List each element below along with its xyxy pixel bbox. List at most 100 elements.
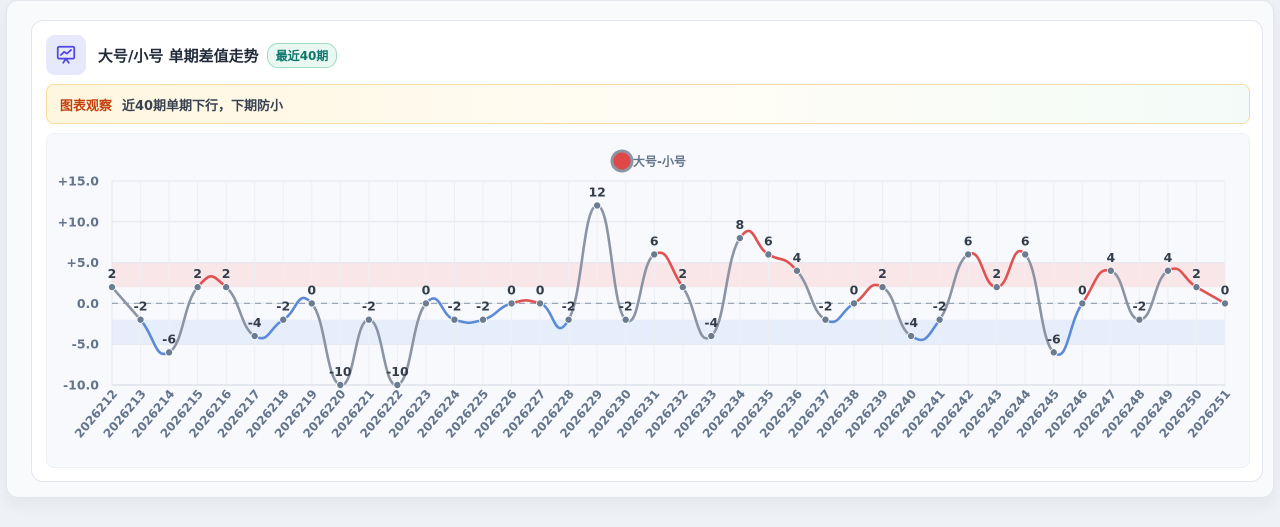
- data-label: 0: [850, 282, 859, 297]
- data-point: [564, 315, 573, 324]
- data-label: -2: [476, 299, 490, 314]
- data-label: 6: [1021, 233, 1030, 248]
- data-label: 0: [307, 282, 316, 297]
- data-label: -6: [162, 331, 176, 346]
- data-label: 2: [222, 266, 231, 281]
- series-line-segment: [795, 269, 827, 322]
- series-line-segment: [881, 285, 913, 338]
- data-point: [650, 250, 659, 259]
- y-tick-label: +15.0: [58, 174, 100, 189]
- data-label: 4: [1106, 250, 1115, 265]
- series-line-segment: [567, 204, 599, 322]
- observation-text: 近40期单期下行，下期防小: [122, 98, 284, 114]
- data-point: [735, 234, 744, 243]
- data-point: [136, 315, 145, 324]
- series-line-segment: [1052, 302, 1084, 356]
- data-point: [821, 315, 830, 324]
- chart-area: +15.0 +10.0 +5.0 0.0 -5.0 -10.0 2026212 2026213…: [46, 133, 1250, 468]
- data-point: [792, 266, 801, 275]
- card-header: 大号/小号 单期差值走势 最近40期: [46, 35, 338, 75]
- data-point: [193, 283, 202, 292]
- legend-marker: [610, 149, 634, 173]
- data-label: -2: [562, 299, 576, 314]
- data-label: 2: [1192, 266, 1201, 281]
- data-point: [421, 299, 430, 308]
- data-point: [707, 332, 716, 341]
- data-label: 6: [964, 233, 973, 248]
- data-label: -6: [1047, 331, 1061, 346]
- data-label: 0: [1221, 282, 1230, 297]
- data-label: -4: [704, 315, 718, 330]
- data-point: [279, 315, 288, 324]
- data-label: 12: [588, 184, 605, 199]
- data-label: 4: [1164, 250, 1173, 265]
- data-point: [336, 380, 345, 389]
- data-label: -2: [933, 299, 947, 314]
- data-point: [507, 299, 516, 308]
- data-point: [165, 348, 174, 357]
- y-tick-label: -10.0: [63, 378, 99, 393]
- data-point: [478, 315, 487, 324]
- page-panel: 大号/小号 单期差值走势 最近40期 图表观察 近40期单期下行，下期防小 +1…: [6, 0, 1274, 498]
- trend-chart: +15.0+10.0+5.00.0-5.0-10.020262122026213…: [58, 149, 1233, 441]
- data-point: [850, 299, 859, 308]
- data-point: [593, 201, 602, 210]
- data-label: -4: [904, 315, 918, 330]
- data-point: [935, 315, 944, 324]
- data-point: [222, 283, 231, 292]
- series-line-segment: [1023, 253, 1056, 354]
- series-line-segment: [710, 236, 742, 338]
- data-label: 6: [764, 233, 773, 248]
- data-point: [1049, 348, 1058, 357]
- series-line-segment: [281, 296, 314, 322]
- series-line-segment: [624, 253, 656, 323]
- data-label: -2: [134, 299, 148, 314]
- data-point: [393, 380, 402, 389]
- band-1: [112, 319, 1225, 345]
- data-point: [678, 283, 687, 292]
- data-point: [307, 299, 316, 308]
- data-label: 2: [108, 266, 117, 281]
- series-line-segment: [595, 204, 627, 322]
- data-point: [1078, 299, 1087, 308]
- band-0: [112, 262, 1225, 288]
- data-label: -4: [248, 315, 262, 330]
- series-line-segment: [310, 302, 342, 387]
- data-point: [1221, 299, 1230, 308]
- y-tick-label: -5.0: [72, 337, 100, 352]
- period-badge: 最近40期: [266, 42, 338, 68]
- data-point: [907, 332, 916, 341]
- observation-bar: 图表观察 近40期单期下行，下期防小: [46, 84, 1250, 124]
- series-line-segment: [938, 253, 970, 322]
- data-point: [536, 299, 545, 308]
- data-label: 0: [422, 282, 431, 297]
- data-label: -2: [819, 299, 833, 314]
- observation-label: 图表观察: [60, 98, 113, 114]
- data-point: [1021, 250, 1030, 259]
- series-line-segment: [681, 285, 713, 340]
- chart-card: 大号/小号 单期差值走势 最近40期 图表观察 近40期单期下行，下期防小 +1…: [31, 20, 1263, 482]
- data-label: 2: [678, 266, 687, 281]
- data-label: -2: [448, 299, 462, 314]
- series-line-segment: [995, 250, 1027, 289]
- y-tick-label: +10.0: [58, 214, 100, 229]
- series-line-segment: [224, 285, 256, 338]
- data-label: -10: [329, 364, 352, 379]
- data-point: [621, 315, 630, 324]
- legend-label: 大号-小号: [633, 154, 686, 169]
- data-label: 8: [735, 217, 744, 232]
- y-tick-label: 0.0: [77, 296, 99, 311]
- chart-title: 大号/小号 单期差值走势: [98, 46, 259, 65]
- data-label: 6: [650, 233, 659, 248]
- data-point: [992, 283, 1001, 292]
- data-point: [764, 250, 773, 259]
- series-line-segment: [396, 302, 428, 387]
- series-line-segment: [538, 302, 570, 330]
- data-label: -2: [619, 299, 633, 314]
- data-label: -2: [362, 299, 376, 314]
- series-line-segment: [196, 275, 228, 289]
- data-point: [878, 283, 887, 292]
- data-label: 0: [1078, 282, 1087, 297]
- data-point: [108, 283, 117, 292]
- data-label: -2: [276, 299, 290, 314]
